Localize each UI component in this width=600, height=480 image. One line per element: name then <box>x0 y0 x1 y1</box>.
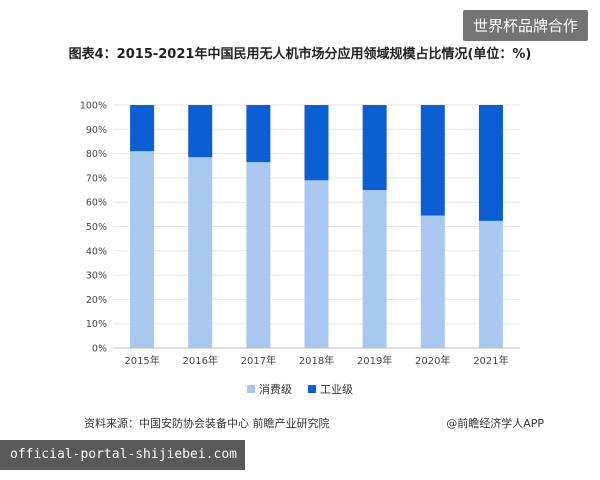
top-bar: 世界杯品牌合作 <box>0 0 600 44</box>
watermark-tag: 世界杯品牌合作 <box>462 10 588 41</box>
y-tick-label: 0% <box>92 344 107 355</box>
bar-industrial <box>362 105 387 191</box>
bar-consumer <box>246 162 271 348</box>
bar-consumer <box>304 180 329 348</box>
bar-industrial <box>478 105 503 221</box>
y-tick-label: 40% <box>86 246 107 257</box>
legend-label-industrial: 工业级 <box>320 383 353 396</box>
y-tick-label: 60% <box>86 198 107 209</box>
y-tick-label: 80% <box>86 149 107 160</box>
bar-consumer <box>420 215 445 348</box>
y-tick-label: 30% <box>86 271 107 282</box>
bar-consumer <box>362 190 387 348</box>
bar-consumer <box>478 220 503 348</box>
y-tick-label: 10% <box>86 319 107 330</box>
x-tick-label: 2018年 <box>299 354 334 367</box>
bar-industrial <box>420 105 445 216</box>
source-text: 资料来源：中国安防协会装备中心 前瞻产业研究院 <box>84 417 330 430</box>
x-tick-label: 2021年 <box>473 354 508 367</box>
chart-title: 图表4：2015-2021年中国民用无人机市场分应用领域规模占比情况(单位：%) <box>68 47 532 62</box>
x-tick-label: 2017年 <box>241 354 276 367</box>
y-tick-label: 90% <box>86 125 107 136</box>
stacked-bar-chart: 0% 10% 20% 30% 40% 50% 60% 70% 80% 90% 100% 2015年 20… <box>80 101 520 367</box>
x-tick-label: 2015年 <box>124 354 159 367</box>
bar-industrial <box>304 105 329 181</box>
x-tick-label: 2020年 <box>415 354 450 367</box>
url-overlay: official-portal-shijiebei.com <box>0 440 245 470</box>
legend-item-industrial: 工业级 <box>308 381 353 397</box>
bar-industrial <box>130 105 155 152</box>
legend-label-consumer: 消费级 <box>259 383 292 396</box>
bar-consumer <box>188 157 213 348</box>
bar-industrial <box>188 105 213 158</box>
legend-item-consumer: 消费级 <box>247 381 292 397</box>
footer: 资料来源：中国安防协会装备中心 前瞻产业研究院 @前瞻经济学人APP <box>84 415 544 431</box>
y-tick-label: 100% <box>80 101 107 112</box>
legend-swatch-consumer <box>247 385 255 393</box>
x-tick-label: 2016年 <box>182 354 217 367</box>
y-tick-label: 50% <box>86 222 107 233</box>
bar-industrial <box>246 105 271 163</box>
x-tick-label: 2019年 <box>357 354 392 367</box>
y-tick-label: 20% <box>86 295 107 306</box>
brand-text: @前瞻经济学人APP <box>446 417 544 430</box>
y-tick-label: 70% <box>86 173 107 184</box>
legend-swatch-industrial <box>308 385 316 393</box>
bar-consumer <box>130 151 155 348</box>
legend: 消费级 工业级 <box>0 381 600 397</box>
